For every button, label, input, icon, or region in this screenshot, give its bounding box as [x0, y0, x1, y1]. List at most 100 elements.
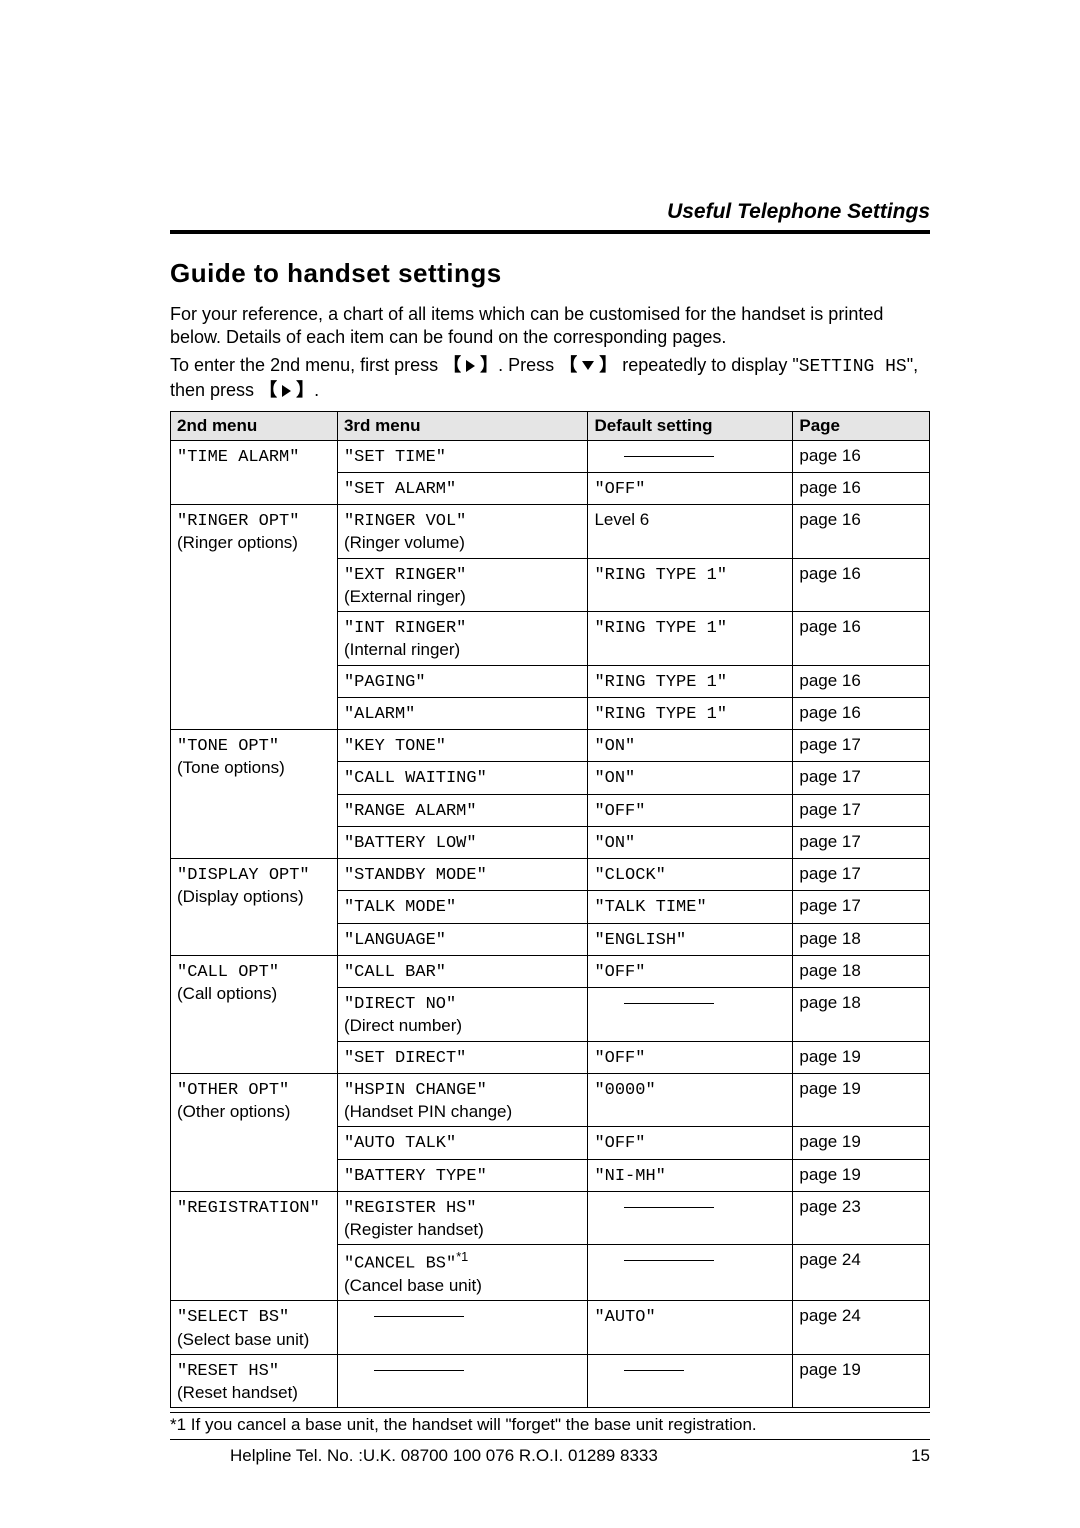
cell-page: page 24 — [793, 1245, 930, 1301]
cell-default: "RING TYPE 1" — [588, 665, 793, 697]
table-row: "SELECT BS"(Select base unit) "AUTO"page … — [171, 1301, 930, 1355]
cell-3rd-menu: "REGISTER HS"(Register handset) — [337, 1191, 587, 1245]
cell-default: "OFF" — [588, 794, 793, 826]
col-2nd-menu: 2nd menu — [171, 411, 338, 440]
col-default: Default setting — [588, 411, 793, 440]
cell-2nd-menu: "TIME ALARM" — [171, 440, 338, 505]
intro-line2: To enter the 2nd menu, first press 【 】. … — [170, 354, 930, 403]
cell-3rd-menu: "CALL WAITING" — [337, 762, 587, 794]
cell-page: page 17 — [793, 730, 930, 762]
table-header-row: 2nd menu 3rd menu Default setting Page — [171, 411, 930, 440]
table-row: "CALL OPT"(Call options)"CALL BAR""OFF"p… — [171, 955, 930, 987]
cell-page: page 16 — [793, 440, 930, 472]
table-row: "RINGER OPT"(Ringer options)"RINGER VOL"… — [171, 505, 930, 559]
cell-page: page 24 — [793, 1301, 930, 1355]
cell-page: page 17 — [793, 859, 930, 891]
cell-3rd-menu: "BATTERY LOW" — [337, 826, 587, 858]
cell-3rd-menu: "ALARM" — [337, 697, 587, 729]
table-row: "OTHER OPT"(Other options)"HSPIN CHANGE"… — [171, 1073, 930, 1127]
cell-page: page 16 — [793, 558, 930, 612]
cell-page: page 16 — [793, 697, 930, 729]
cell-default: "OFF" — [588, 472, 793, 504]
cell-3rd-menu — [337, 1301, 587, 1355]
intro-line2c: repeatedly to display " — [617, 355, 799, 375]
cell-page: page 19 — [793, 1073, 930, 1127]
cell-page: page 18 — [793, 923, 930, 955]
settings-table: 2nd menu 3rd menu Default setting Page "… — [170, 411, 930, 1409]
cell-2nd-menu: "DISPLAY OPT"(Display options) — [171, 859, 338, 956]
cell-page: page 17 — [793, 794, 930, 826]
cell-default — [588, 1245, 793, 1301]
intro-line2a: To enter the 2nd menu, first press — [170, 355, 443, 375]
helpline-text: Helpline Tel. No. :U.K. 08700 100 076 R.… — [230, 1446, 658, 1466]
cell-page: page 19 — [793, 1041, 930, 1073]
right-triangle-icon — [282, 385, 291, 397]
cell-2nd-menu: "OTHER OPT"(Other options) — [171, 1073, 338, 1191]
cell-default: Level 6 — [588, 505, 793, 559]
section-header: Useful Telephone Settings — [170, 200, 930, 234]
down-triangle-icon — [582, 361, 594, 370]
cell-default: "0000" — [588, 1073, 793, 1127]
cell-3rd-menu: "CALL BAR" — [337, 955, 587, 987]
cell-default: "ON" — [588, 762, 793, 794]
cell-page: page 19 — [793, 1159, 930, 1191]
intro-line1: For your reference, a chart of all items… — [170, 303, 930, 350]
cell-3rd-menu: "RINGER VOL"(Ringer volume) — [337, 505, 587, 559]
cell-default: "OFF" — [588, 1041, 793, 1073]
cell-3rd-menu: "STANDBY MODE" — [337, 859, 587, 891]
cell-3rd-menu: "TALK MODE" — [337, 891, 587, 923]
cell-2nd-menu: "RESET HS"(Reset handset) — [171, 1354, 338, 1408]
cell-3rd-menu — [337, 1354, 587, 1408]
cell-page: page 19 — [793, 1354, 930, 1408]
table-row: "TONE OPT"(Tone options)"KEY TONE""ON"pa… — [171, 730, 930, 762]
cell-page: page 17 — [793, 891, 930, 923]
table-body: "TIME ALARM""SET TIME"page 16"SET ALARM"… — [171, 440, 930, 1408]
cell-3rd-menu: "KEY TONE" — [337, 730, 587, 762]
cell-2nd-menu: "REGISTRATION" — [171, 1191, 338, 1301]
col-3rd-menu: 3rd menu — [337, 411, 587, 440]
cell-default — [588, 1354, 793, 1408]
cell-default: "ON" — [588, 826, 793, 858]
cell-default: "AUTO" — [588, 1301, 793, 1355]
table-row: "TIME ALARM""SET TIME"page 16 — [171, 440, 930, 472]
cell-2nd-menu: "TONE OPT"(Tone options) — [171, 730, 338, 859]
cell-default: "NI-MH" — [588, 1159, 793, 1191]
cell-default — [588, 988, 793, 1042]
cell-2nd-menu: "RINGER OPT"(Ringer options) — [171, 505, 338, 730]
cell-page: page 17 — [793, 762, 930, 794]
page-title: Guide to handset settings — [170, 258, 930, 289]
cell-3rd-menu: "RANGE ALARM" — [337, 794, 587, 826]
cell-default: "OFF" — [588, 1127, 793, 1159]
cell-3rd-menu: "SET TIME" — [337, 440, 587, 472]
page-number: 15 — [911, 1446, 930, 1466]
cell-3rd-menu: "LANGUAGE" — [337, 923, 587, 955]
intro-code: SETTING HS — [799, 357, 907, 377]
col-page: Page — [793, 411, 930, 440]
cell-3rd-menu: "CANCEL BS"*1(Cancel base unit) — [337, 1245, 587, 1301]
cell-3rd-menu: "PAGING" — [337, 665, 587, 697]
cell-page: page 19 — [793, 1127, 930, 1159]
cell-default: "RING TYPE 1" — [588, 697, 793, 729]
cell-2nd-menu: "SELECT BS"(Select base unit) — [171, 1301, 338, 1355]
cell-page: page 17 — [793, 826, 930, 858]
cell-page: page 16 — [793, 505, 930, 559]
cell-default: "CLOCK" — [588, 859, 793, 891]
cell-default: "ON" — [588, 730, 793, 762]
cell-3rd-menu: "HSPIN CHANGE"(Handset PIN change) — [337, 1073, 587, 1127]
cell-default — [588, 1191, 793, 1245]
page: Useful Telephone Settings Guide to hands… — [0, 0, 1080, 1526]
cell-default — [588, 440, 793, 472]
cell-3rd-menu: "EXT RINGER"(External ringer) — [337, 558, 587, 612]
cell-page: page 16 — [793, 612, 930, 666]
cell-2nd-menu: "CALL OPT"(Call options) — [171, 955, 338, 1073]
cell-default: "RING TYPE 1" — [588, 612, 793, 666]
cell-page: page 16 — [793, 665, 930, 697]
cell-default: "RING TYPE 1" — [588, 558, 793, 612]
cell-default: "OFF" — [588, 955, 793, 987]
cell-page: page 23 — [793, 1191, 930, 1245]
cell-page: page 18 — [793, 955, 930, 987]
cell-page: page 16 — [793, 472, 930, 504]
cell-page: page 18 — [793, 988, 930, 1042]
cell-3rd-menu: "SET DIRECT" — [337, 1041, 587, 1073]
cell-default: "TALK TIME" — [588, 891, 793, 923]
